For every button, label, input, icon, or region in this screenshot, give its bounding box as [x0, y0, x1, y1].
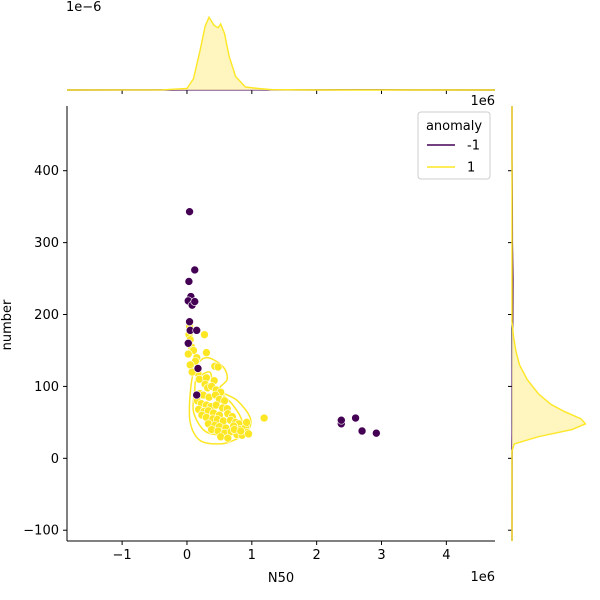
legend-title: anomaly [426, 119, 482, 134]
scatter-point-anomaly [184, 277, 194, 286]
scatter-point-anomaly [337, 415, 346, 425]
x-tick-label: 0 [183, 548, 191, 563]
main-plot-area: −1 0 1 2 3 4 −100 0 100 200 300 400 N50 number 1e6… [0, 94, 495, 586]
scatter-point-anomaly [185, 317, 194, 327]
y-tick-label: −100 [23, 524, 59, 539]
y-tick-label: 200 [34, 308, 59, 323]
scatter-point-anomaly [193, 364, 203, 373]
x-tick-label: 4 [442, 548, 450, 563]
scatter-point-normal [213, 362, 223, 372]
scatter-point-anomaly [192, 390, 201, 400]
right-marginal-offset-label: 1e6 [470, 94, 495, 109]
x-axis-ticks: −1 0 1 2 3 4 [113, 541, 451, 563]
scatter-point-normal [242, 418, 251, 427]
right-marginal-fill [512, 106, 586, 541]
scatter-point-anomaly [357, 426, 367, 436]
legend-label: 1 [467, 161, 475, 176]
scatter-point-anomaly [192, 326, 201, 335]
top-marginal-offset-label: 1e−6 [66, 0, 101, 15]
x-tick-label: 1 [248, 548, 256, 563]
scatter-point-normal [236, 426, 246, 436]
scatter-point-anomaly [190, 265, 200, 275]
x-tick-label: 3 [377, 548, 385, 563]
top-marginal-kde: 1e−6 [66, 0, 496, 94]
y-tick-label: 100 [34, 380, 59, 395]
scatter-point-anomaly [183, 338, 193, 348]
scatter-point-normal [223, 433, 233, 443]
y-tick-label: 300 [34, 236, 59, 251]
legend: anomaly -1 1 [417, 111, 491, 180]
x-axis-label: N50 [268, 571, 294, 586]
density-contour [188, 356, 252, 445]
scatter-points [183, 207, 381, 443]
scatter-point-normal [259, 413, 269, 423]
scatter-point-normal [216, 432, 225, 442]
y-tick-label: 0 [51, 452, 59, 467]
scatter-point-normal [202, 348, 211, 357]
right-marginal-kde [508, 106, 587, 542]
y-tick-label: 400 [34, 164, 59, 179]
y-axis-ticks: −100 0 100 200 300 400 [23, 164, 67, 539]
y-axis-label: number [0, 299, 15, 350]
scatter-point-normal [183, 349, 193, 359]
scatter-point-normal [244, 429, 253, 439]
scatter-point-normal [200, 330, 209, 339]
axes-spines [66, 106, 495, 542]
x-axis-offset-label: 1e6 [470, 570, 495, 585]
scatter-point-anomaly [351, 413, 360, 423]
scatter-point-anomaly [185, 207, 194, 216]
scatter-point-normal [220, 396, 229, 406]
x-tick-label: −1 [113, 548, 132, 563]
top-marginal-curve [66, 15, 495, 91]
scatter-point-normal [185, 360, 195, 370]
legend-label: -1 [467, 139, 480, 154]
top-marginal-fill [67, 17, 495, 90]
x-tick-label: 2 [313, 548, 321, 563]
scatter-point-anomaly [372, 428, 381, 438]
scatter-point-anomaly [190, 297, 200, 306]
right-marginal-curve [511, 106, 587, 541]
